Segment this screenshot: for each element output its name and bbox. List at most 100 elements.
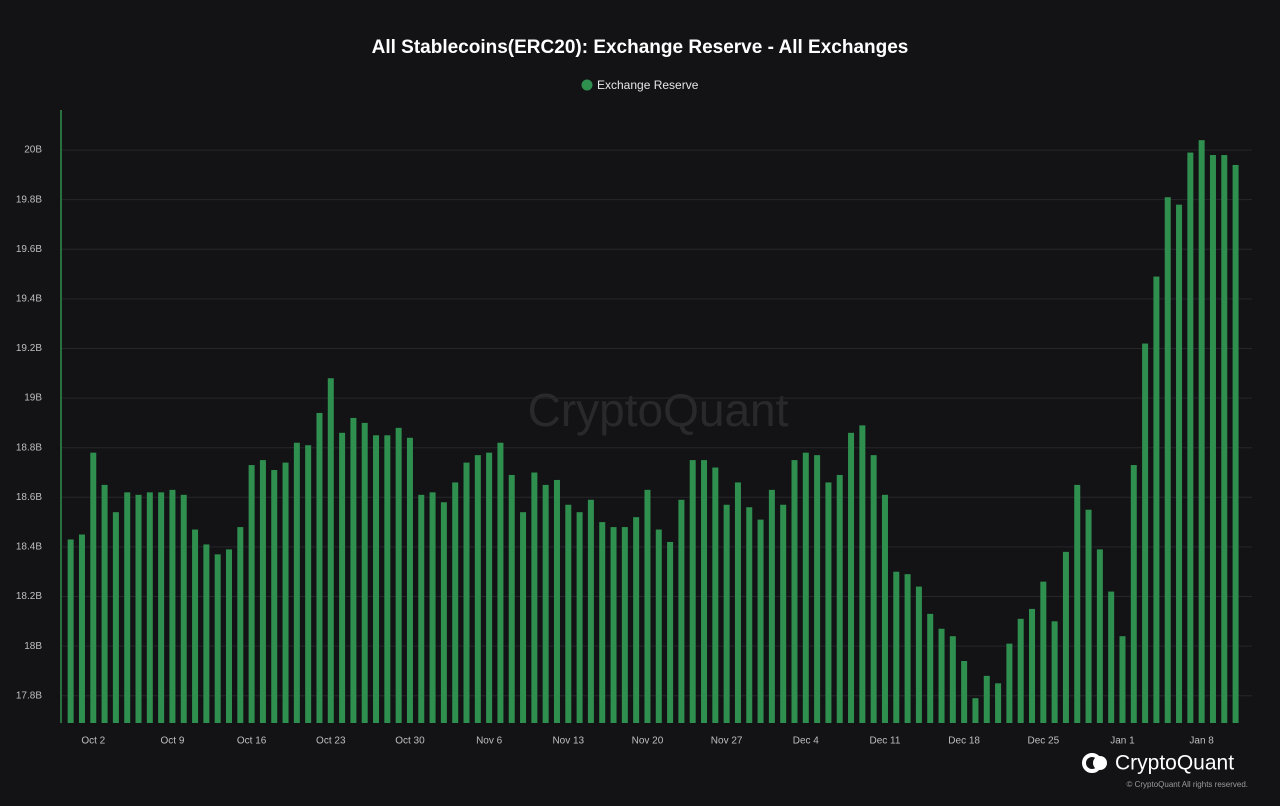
- bar: [881, 494, 888, 723]
- bar: [1029, 608, 1036, 723]
- bar: [1232, 164, 1239, 723]
- logo: [1082, 753, 1107, 773]
- bar: [169, 489, 176, 723]
- bar: [316, 412, 323, 723]
- bar: [112, 512, 119, 723]
- bar: [633, 517, 640, 723]
- bar: [836, 474, 843, 723]
- brand: CryptoQuant: [1115, 752, 1234, 775]
- bar: [610, 527, 617, 723]
- bar: [78, 534, 85, 723]
- bar: [373, 435, 380, 723]
- y-tick-label: 18B: [24, 641, 42, 652]
- bar: [395, 427, 402, 723]
- bar: [848, 432, 855, 723]
- x-tick-label: Jan 1: [1110, 736, 1135, 747]
- x-tick-label: Oct 9: [160, 736, 184, 747]
- x-tick-label: Jan 8: [1189, 736, 1214, 747]
- bar: [1006, 643, 1013, 723]
- y-tick-label: 20B: [24, 145, 42, 156]
- bar: [339, 432, 346, 723]
- bar: [723, 504, 730, 723]
- y-tick-label: 19.8B: [16, 194, 42, 205]
- bar: [1017, 618, 1024, 723]
- bar: [418, 494, 425, 723]
- bar: [859, 425, 866, 723]
- bar: [1062, 551, 1069, 723]
- bar: [1130, 465, 1137, 723]
- x-tick-label: Nov 27: [711, 736, 743, 747]
- bar: [1108, 591, 1115, 723]
- bar: [531, 472, 538, 723]
- bar: [350, 417, 357, 723]
- y-tick-label: 19.2B: [16, 343, 42, 354]
- bar: [1209, 155, 1216, 723]
- bar: [474, 455, 481, 723]
- bar: [1176, 204, 1183, 724]
- x-tick-label: Oct 23: [316, 736, 346, 747]
- bar: [1198, 140, 1205, 724]
- bar: [1142, 343, 1149, 723]
- y-tick-label: 19.6B: [16, 244, 42, 255]
- bar: [542, 484, 549, 723]
- bar: [1164, 197, 1171, 723]
- y-tick-label: 18.6B: [16, 492, 42, 503]
- bar: [520, 512, 527, 723]
- y-tick-label: 18.8B: [16, 442, 42, 453]
- bar: [893, 571, 900, 723]
- bar: [802, 452, 809, 723]
- bar: [1153, 276, 1160, 723]
- bar: [135, 494, 142, 723]
- bar: [644, 489, 651, 723]
- bar: [282, 462, 289, 723]
- logo-icon: [1093, 756, 1107, 770]
- bar: [384, 435, 391, 723]
- bar: [1119, 636, 1126, 723]
- x-tick-label: Dec 18: [948, 736, 980, 747]
- y-tick-label: 19.4B: [16, 294, 42, 305]
- legend-marker: [581, 79, 593, 91]
- bar: [180, 494, 187, 723]
- bar: [508, 474, 515, 723]
- bar: [1074, 484, 1081, 723]
- bar: [158, 492, 165, 723]
- bar: [214, 554, 221, 723]
- bar: [192, 529, 199, 723]
- bar: [452, 482, 459, 723]
- bar: [621, 527, 628, 723]
- bar: [825, 482, 832, 723]
- watermark: CryptoQuant: [528, 384, 789, 436]
- bar: [1221, 155, 1228, 723]
- y-tick-label: 18.4B: [16, 542, 42, 553]
- chart-title: All Stablecoins(ERC20): Exchange Reserve…: [372, 37, 909, 58]
- bar: [67, 539, 74, 723]
- bar: [961, 660, 968, 723]
- bar: [995, 683, 1002, 723]
- bar: [780, 504, 787, 723]
- bar: [949, 636, 956, 723]
- bar: [293, 442, 300, 723]
- bar: [599, 522, 606, 723]
- bar: [734, 482, 741, 723]
- bar: [101, 484, 108, 723]
- bar: [327, 378, 334, 723]
- bar: [927, 613, 934, 723]
- legend-label: Exchange Reserve: [597, 78, 699, 92]
- bar: [361, 422, 368, 723]
- bar: [689, 460, 696, 723]
- bar: [124, 492, 131, 723]
- x-tick-label: Oct 2: [81, 736, 105, 747]
- bar: [667, 541, 674, 723]
- bar: [1096, 549, 1103, 723]
- bar: [701, 460, 708, 723]
- bar: [271, 470, 278, 723]
- bar: [146, 492, 153, 723]
- bar: [791, 460, 798, 723]
- bar: [746, 507, 753, 723]
- bar: [576, 512, 583, 723]
- x-tick-label: Dec 25: [1027, 736, 1059, 747]
- x-tick-label: Dec 4: [793, 736, 820, 747]
- bar: [870, 455, 877, 723]
- bar: [406, 437, 413, 723]
